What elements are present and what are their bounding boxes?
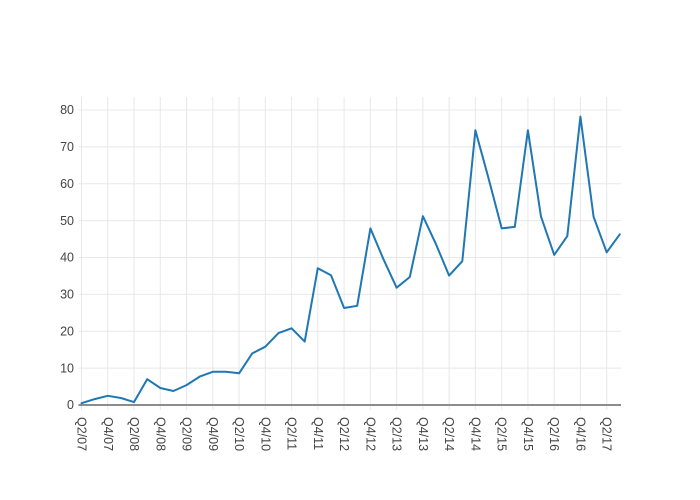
x-axis-tick-labels: Q2/07 Q4/07 Q2/08 Q4/08 Q2/09 Q4/09 Q2/10 Q4/10… <box>75 417 614 451</box>
x-tick-label: Q2/11 <box>285 417 299 450</box>
x-tick-label: Q2/08 <box>127 417 141 451</box>
x-gridlines <box>81 97 608 410</box>
y-tick-label: 20 <box>60 324 74 338</box>
y-tick-label: 60 <box>60 177 74 191</box>
x-tick-label: Q2/17 <box>600 417 614 451</box>
y-tick-label: 70 <box>60 140 74 154</box>
y-tick-label: 30 <box>60 288 74 302</box>
x-tick-label: Q2/07 <box>75 417 89 451</box>
x-tick-label: Q4/16 <box>573 417 587 451</box>
x-tick-label: Q4/09 <box>206 417 220 451</box>
y-axis-tick-labels: 0 10 20 30 40 50 60 70 80 <box>60 103 74 412</box>
x-tick-label: Q4/10 <box>258 417 272 451</box>
x-tick-label: Q2/14 <box>442 417 456 451</box>
x-tick-label: Q2/12 <box>337 417 351 451</box>
x-tick-label: Q2/09 <box>180 417 194 451</box>
x-tick-label: Q4/12 <box>363 417 377 451</box>
y-tick-label: 40 <box>60 251 74 265</box>
x-tick-label: Q4/08 <box>153 417 167 451</box>
x-tick-label: Q4/15 <box>521 417 535 451</box>
x-tick-label: Q2/15 <box>495 417 509 451</box>
series-line <box>80 115 621 405</box>
y-tick-label: 0 <box>67 398 74 412</box>
x-tick-label: Q2/16 <box>547 417 561 451</box>
y-tick-label: 10 <box>60 361 74 375</box>
x-tick-label: Q4/14 <box>468 417 482 451</box>
x-tick-label: Q2/13 <box>390 417 404 451</box>
y-tick-label: 80 <box>60 103 74 117</box>
x-tick-label: Q4/13 <box>416 417 430 451</box>
y-tick-label: 50 <box>60 214 74 228</box>
y-gridlines <box>78 109 621 369</box>
x-tick-label: Q4/11 <box>311 417 325 450</box>
x-tick-label: Q2/10 <box>232 417 246 451</box>
x-tick-label: Q4/07 <box>101 417 115 451</box>
